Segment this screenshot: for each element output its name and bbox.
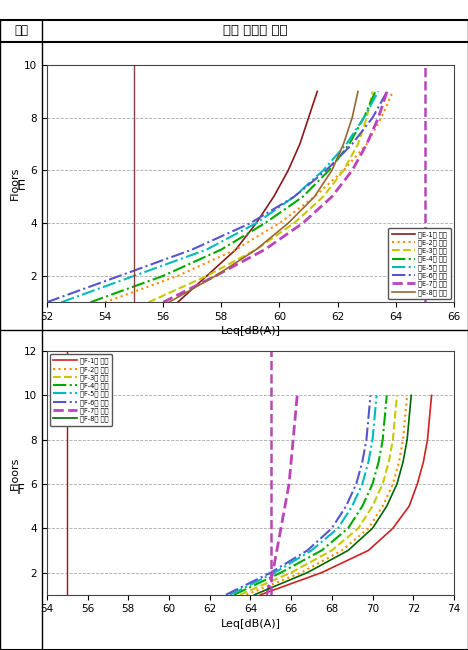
X-axis label: Leq[dB(A)]: Leq[dB(A)] bbox=[220, 619, 280, 629]
Text: F: F bbox=[17, 483, 25, 497]
Text: 순번: 순번 bbox=[14, 24, 28, 37]
Y-axis label: Floors: Floors bbox=[10, 167, 20, 200]
Text: E: E bbox=[17, 179, 25, 193]
Legend: 동F-1동 남향, 동F-2동 남향, 동F-3동 남향, 동F-4동 남향, 동F-5동 남향, 동F-6동 남향, 동F-7동 남향, 동F-8동 남향: 동F-1동 남향, 동F-2동 남향, 동F-3동 남향, 동F-4동 남향, … bbox=[50, 354, 112, 426]
Text: 층별 소음도 추이: 층별 소음도 추이 bbox=[223, 24, 287, 37]
X-axis label: Leq[dB(A)]: Leq[dB(A)] bbox=[220, 326, 280, 336]
Y-axis label: Floors: Floors bbox=[10, 456, 20, 489]
Legend: 동E-1동 남향, 동E-2동 남향, 동E-3동 남향, 동E-4동 남향, 동E-5동 남향, 동E-6동 남향, 동E-7동 남향, 동E-8동 남향: 동E-1동 남향, 동E-2동 남향, 동E-3동 남향, 동E-4동 남향, … bbox=[388, 227, 451, 299]
